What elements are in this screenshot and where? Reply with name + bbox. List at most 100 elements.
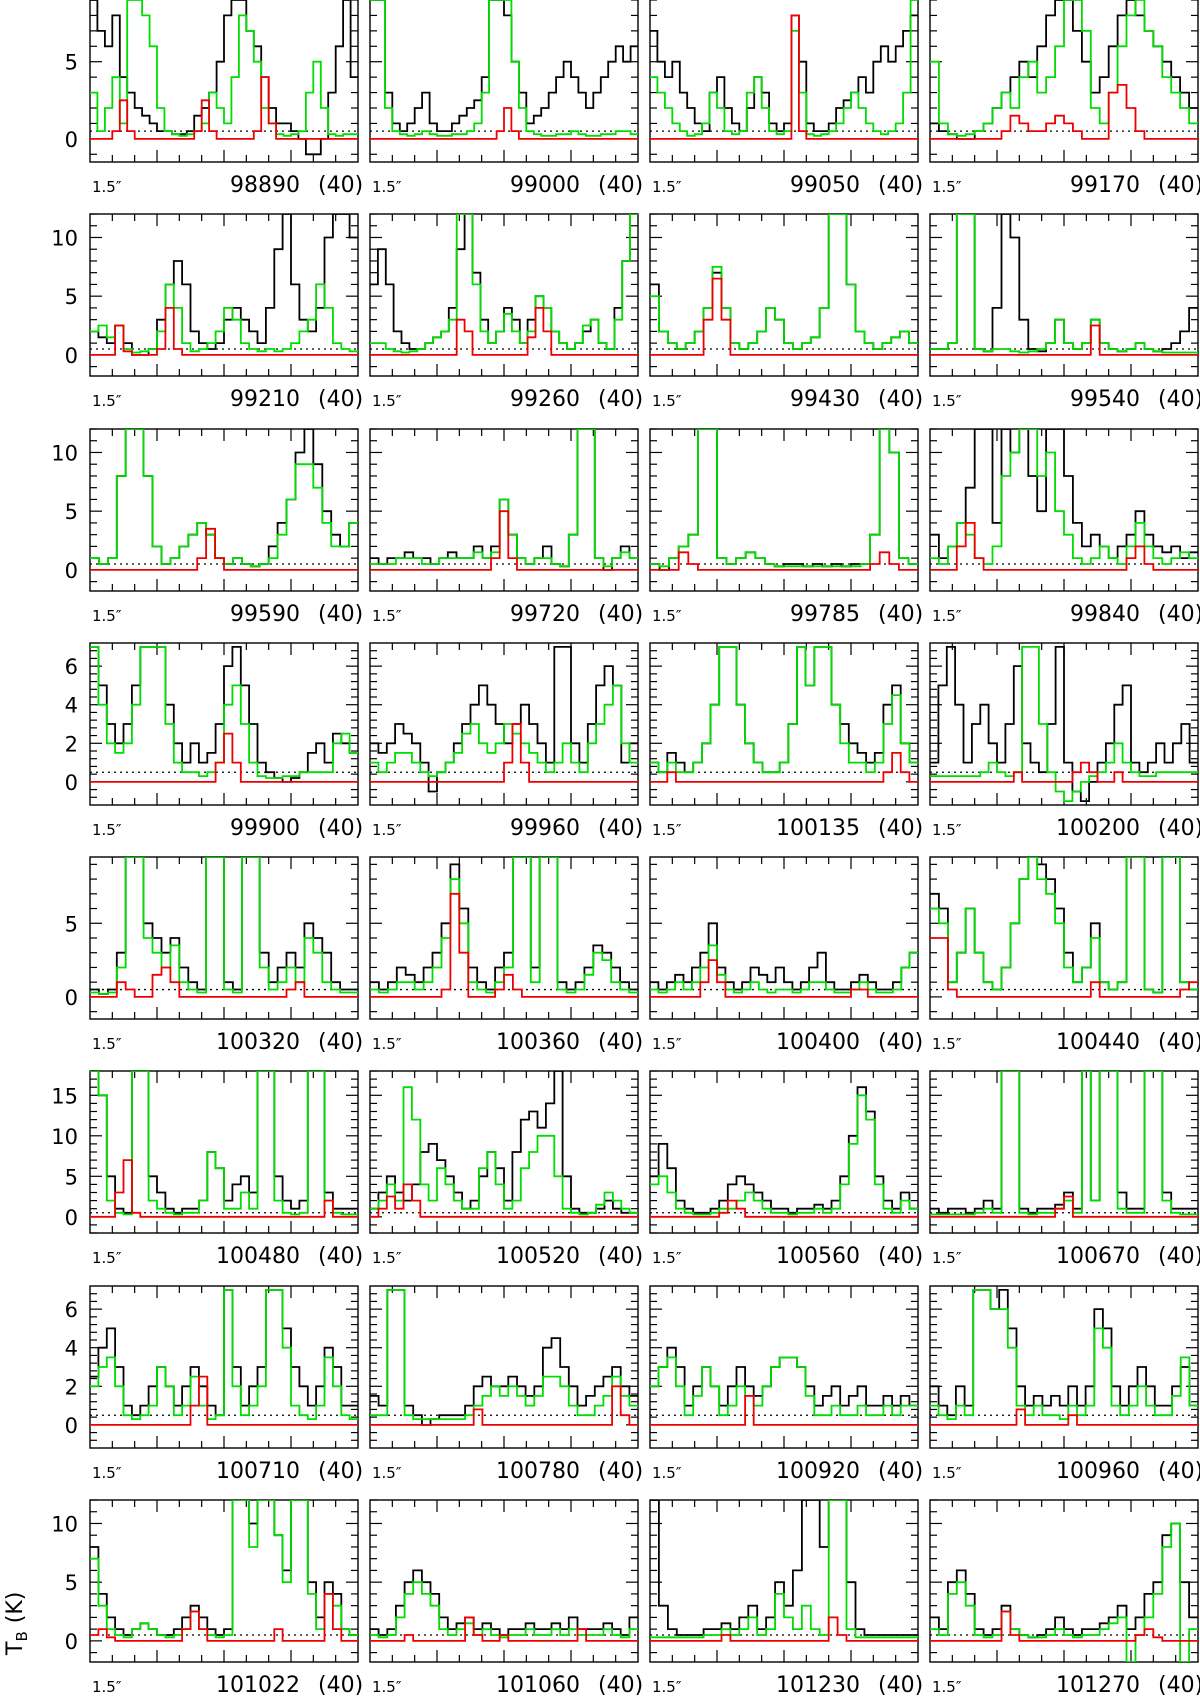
model-total-line <box>90 1289 358 1420</box>
y-axis-label-unit: (K) <box>3 1592 28 1624</box>
panel-width-label: (40) <box>318 387 363 412</box>
panel-frequency-label: 99000 <box>510 173 580 198</box>
series-group <box>930 0 1198 140</box>
y-tick-label: 6 <box>65 1298 78 1322</box>
spectrum-panel: 1.5″ 100360 (40) <box>369 856 643 1055</box>
model-total-line <box>90 1071 358 1216</box>
panel-width-label: (40) <box>878 816 923 841</box>
spectrum-panel: 1.5″ 99050 (40) <box>649 0 923 198</box>
spectrum-panel: 1.5″ 100400 (40) <box>649 856 923 1055</box>
observed-spectrum-line <box>90 429 358 568</box>
resolution-label: 1.5″ <box>652 1464 682 1482</box>
y-tick-label: 0 <box>65 128 78 152</box>
resolution-label: 1.5″ <box>372 178 402 196</box>
model-molecule-line <box>930 522 1198 571</box>
resolution-label: 1.5″ <box>932 821 962 839</box>
panel-frequency-label: 100710 <box>216 1459 300 1484</box>
y-tick-label: 4 <box>65 1337 78 1361</box>
model-total-line <box>90 1500 358 1639</box>
y-tick-label: 0 <box>65 1206 78 1230</box>
panel-frequency-label: 100360 <box>496 1030 580 1055</box>
series-group <box>930 214 1198 356</box>
spectrum-panel: 1.5″ 100135 (40) <box>649 642 923 841</box>
panel-frequency-label: 99720 <box>510 602 580 627</box>
model-total-line <box>650 429 918 568</box>
model-molecule-line <box>370 107 638 140</box>
panel-width-label: (40) <box>1158 602 1200 627</box>
observed-spectrum-line <box>90 1500 358 1636</box>
model-molecule-line <box>930 84 1198 140</box>
model-molecule-line <box>90 1159 358 1218</box>
observed-spectrum-line <box>930 1522 1198 1639</box>
resolution-label: 1.5″ <box>92 607 122 625</box>
spectrum-panel: 1.5″ 100960 (40) <box>929 1285 1200 1484</box>
series-group <box>90 1071 358 1218</box>
panel-width-label: (40) <box>598 816 643 841</box>
model-total-line <box>650 646 918 774</box>
series-group <box>370 1569 638 1642</box>
spectrum-panel: 1.5″ 100920 (40) <box>649 1285 923 1484</box>
panel-width-label: (40) <box>318 173 363 198</box>
panel-frequency-label: 100320 <box>216 1030 300 1055</box>
panel-frame <box>649 1285 919 1449</box>
model-total-line <box>650 1094 918 1216</box>
panel-frequency-label: 99260 <box>510 387 580 412</box>
series-group <box>90 0 358 156</box>
series-group <box>930 857 1198 998</box>
model-total-line <box>90 283 358 354</box>
panel-width-label: (40) <box>1158 173 1200 198</box>
y-tick-label: 10 <box>51 441 78 465</box>
spectrum-panel: 1.5″ 99540 (40) <box>929 213 1200 412</box>
spectrum-panel: 1.5″ 99840 (40) <box>929 428 1200 627</box>
series-group <box>370 0 638 140</box>
observed-spectrum-line <box>650 14 918 132</box>
panel-width-label: (40) <box>878 1244 923 1269</box>
resolution-label: 1.5″ <box>932 1249 962 1267</box>
resolution-label: 1.5″ <box>92 1249 122 1267</box>
series-group <box>930 1289 1198 1426</box>
panel-width-label: (40) <box>878 1673 923 1698</box>
panel-width-label: (40) <box>598 1673 643 1698</box>
panel-frequency-label: 100200 <box>1056 816 1140 841</box>
panel-frequency-label: 101270 <box>1056 1673 1140 1698</box>
panel-frequency-label: 101230 <box>776 1673 860 1698</box>
spectrum-panel: 1.5″ 100670 (40) <box>929 1070 1200 1269</box>
panel-frequency-label: 100960 <box>1056 1459 1140 1484</box>
y-axis-label-subscript: B <box>13 1631 31 1641</box>
panel-frequency-label: 99900 <box>230 816 300 841</box>
panel-grid: 0 5 1.5″ 98890 (40) 1.5″ 99000 (40) 1.5″ 99050 (40… <box>51 0 1200 1698</box>
resolution-label: 1.5″ <box>92 392 122 410</box>
y-tick-label: 0 <box>65 771 78 795</box>
observed-spectrum-line <box>370 1071 638 1214</box>
spectrum-panel: 1.5″ 99960 (40) <box>369 642 643 841</box>
model-total-line <box>370 429 638 568</box>
panel-frequency-label: 99050 <box>790 173 860 198</box>
resolution-label: 1.5″ <box>372 821 402 839</box>
model-total-line <box>930 857 1198 994</box>
spectrum-panel: 0 5 10 1.5″ 99590 (40) <box>51 428 363 627</box>
spectrum-panel: 0 5 1.5″ 98890 (40) <box>65 0 363 198</box>
panel-frame <box>649 213 919 377</box>
observed-spectrum-line <box>930 1289 1198 1417</box>
model-total-line <box>930 214 1198 354</box>
series-group <box>930 1071 1198 1218</box>
model-total-line <box>370 214 638 354</box>
series-group <box>650 646 918 783</box>
series-group <box>650 1086 918 1218</box>
resolution-label: 1.5″ <box>652 1035 682 1053</box>
spectrum-panel: 1.5″ 101060 (40) <box>369 1499 643 1698</box>
spectrum-panel: 0 5 10 15 1.5″ 100480 (40) <box>51 1070 363 1269</box>
resolution-label: 1.5″ <box>92 821 122 839</box>
panel-width-label: (40) <box>598 1030 643 1055</box>
panel-frequency-label: 99960 <box>510 816 580 841</box>
y-tick-label: 4 <box>65 694 78 718</box>
model-molecule-line <box>90 307 358 356</box>
panel-width-label: (40) <box>318 1673 363 1698</box>
observed-spectrum-line <box>370 1569 638 1636</box>
panel-width-label: (40) <box>598 173 643 198</box>
series-group <box>370 1289 638 1426</box>
panel-frame <box>649 0 919 163</box>
y-axis-label: TB (K) <box>3 1592 31 1656</box>
model-molecule-line <box>650 551 918 571</box>
panel-width-label: (40) <box>1158 1244 1200 1269</box>
